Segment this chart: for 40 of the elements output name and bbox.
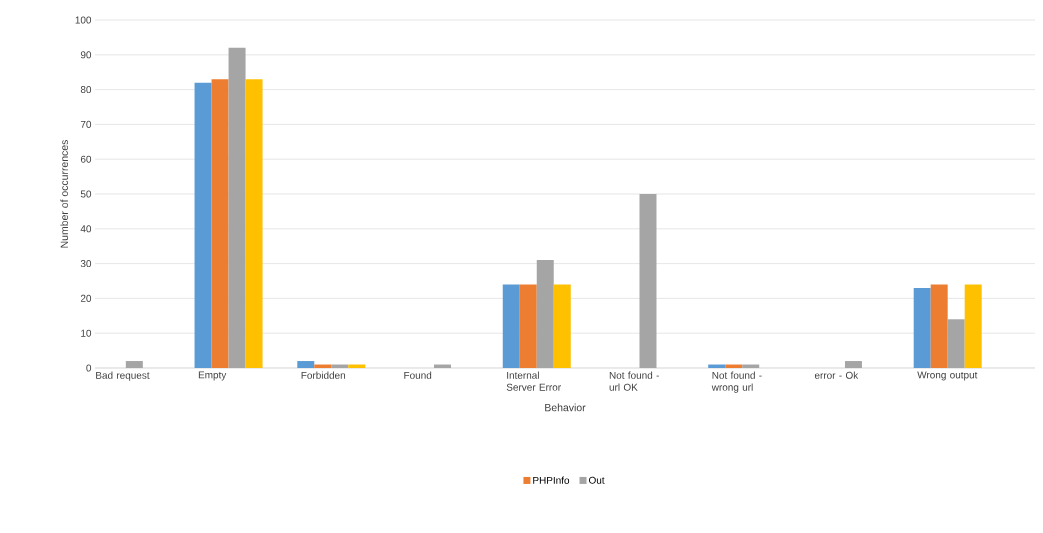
bar (125, 361, 143, 368)
y-tick-label: 20 (80, 294, 92, 302)
legend-label: Out (588, 476, 605, 484)
x-tick-label: Not found - wrong url (711, 371, 762, 393)
x-tick-label: Internal Server Error (506, 371, 561, 391)
legend-label: PHPInfo (533, 476, 570, 484)
y-tick-label: 70 (80, 120, 92, 128)
x-tick-label: Bad request (96, 371, 150, 381)
y-tick-label: 50 (80, 190, 92, 198)
bar (930, 284, 948, 368)
bar (245, 79, 263, 368)
bar (502, 284, 520, 368)
x-tick-label: Not found - url OK (609, 371, 659, 391)
x-tick-label: Forbidden (301, 371, 346, 379)
x-axis-title: Behavior (545, 403, 586, 412)
x-tick-label: error - Ok (814, 371, 859, 379)
bar (844, 361, 862, 368)
y-tick-label: 100 (75, 16, 92, 24)
bar (639, 194, 657, 368)
y-tick-label: 40 (80, 225, 92, 233)
y-tick-label: 30 (80, 260, 92, 268)
y-tick-label: 0 (86, 364, 92, 372)
bar (519, 284, 537, 368)
bar (553, 284, 571, 368)
bar (964, 284, 982, 368)
bar (947, 319, 965, 368)
bar (913, 287, 931, 368)
bar (228, 47, 246, 368)
bar (194, 82, 212, 368)
x-tick-label: Wrong output (917, 371, 978, 381)
y-tick-label: 80 (80, 86, 92, 94)
bar (536, 260, 554, 368)
bar (297, 361, 315, 368)
x-tick-label: Found (404, 371, 432, 379)
bar (211, 79, 229, 368)
y-tick-label: 60 (80, 155, 92, 163)
y-axis-title: Number of occurrences (60, 140, 69, 248)
y-tick-label: 90 (80, 51, 92, 59)
y-tick-label: 10 (81, 329, 92, 337)
x-tick-label: Empty (198, 371, 227, 381)
